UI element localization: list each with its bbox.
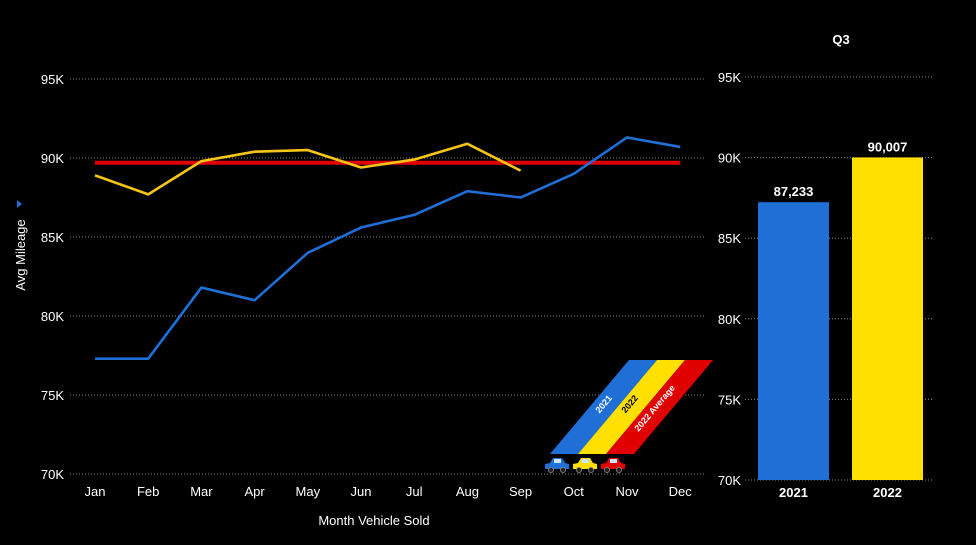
q3-bar-chart: Q3 70K 75K 80K 85K 90K 95K 87,233 2021 90,007 20… (718, 32, 933, 500)
bar-chart-y-ticks: 70K 75K 80K 85K 90K 95K (718, 70, 741, 488)
legend-swatch (578, 360, 685, 454)
y-tick-label: 85K (41, 230, 64, 245)
bar-category-label: 2021 (779, 485, 808, 500)
y-tick-label: 85K (718, 231, 741, 246)
legend-swatch (550, 360, 657, 454)
series-line-2021[interactable] (95, 136, 681, 360)
legend-swatch (606, 360, 713, 454)
y-tick-label: 90K (41, 151, 64, 166)
car-red-icon (601, 458, 625, 473)
x-tick-label: Aug (456, 484, 479, 499)
x-axis-title: Month Vehicle Sold (318, 513, 429, 528)
y-tick-label: 95K (718, 70, 741, 85)
x-tick-label: Sep (509, 484, 532, 499)
bar-2022[interactable] (852, 157, 923, 480)
y-tick-label: 75K (41, 388, 64, 403)
y-tick-label: 90K (718, 151, 741, 166)
y-axis-sort-icon[interactable] (17, 200, 22, 208)
x-tick-label: Mar (190, 484, 213, 499)
line-chart-x-ticks: Jan Feb Mar Apr May Jun Jul Aug Sep Oct Nov Dec (85, 484, 693, 499)
y-tick-label: 75K (718, 392, 741, 407)
bar-value-label: 87,233 (774, 184, 814, 199)
y-axis-title-group: Avg Mileage (13, 219, 28, 290)
line-chart-gridlines (70, 78, 705, 475)
y-tick-label: 70K (41, 467, 64, 482)
x-tick-label: Nov (615, 484, 639, 499)
y-tick-label: 95K (41, 72, 64, 87)
x-tick-label: Oct (564, 484, 585, 499)
x-tick-label: Apr (244, 484, 265, 499)
y-tick-label: 80K (718, 312, 741, 327)
bar-2021[interactable] (758, 202, 829, 480)
bar-chart-bars: 87,233 2021 90,007 2022 (758, 139, 923, 500)
x-tick-label: Jun (351, 484, 372, 499)
y-tick-label: 80K (41, 309, 64, 324)
monthly-mileage-line-chart: 70K 75K 80K 85K 90K 95K Jan Feb Mar Apr May Jun Jul… (13, 72, 705, 528)
x-tick-label: May (296, 484, 321, 499)
x-tick-label: Feb (137, 484, 159, 499)
bar-chart-title: Q3 (832, 32, 849, 47)
car-yellow-icon (573, 458, 597, 473)
x-tick-label: Dec (669, 484, 693, 499)
line-chart-series (94, 136, 681, 360)
car-blue-icon (545, 458, 569, 473)
bar-category-label: 2022 (873, 485, 902, 500)
line-chart-y-ticks: 70K 75K 80K 85K 90K 95K (41, 72, 64, 482)
x-tick-label: Jul (406, 484, 423, 499)
y-axis-title: Avg Mileage (13, 219, 28, 290)
x-tick-label: Jan (85, 484, 106, 499)
series-line-2022[interactable] (94, 142, 522, 196)
bar-value-label: 90,007 (868, 139, 908, 154)
y-tick-label: 70K (718, 473, 741, 488)
